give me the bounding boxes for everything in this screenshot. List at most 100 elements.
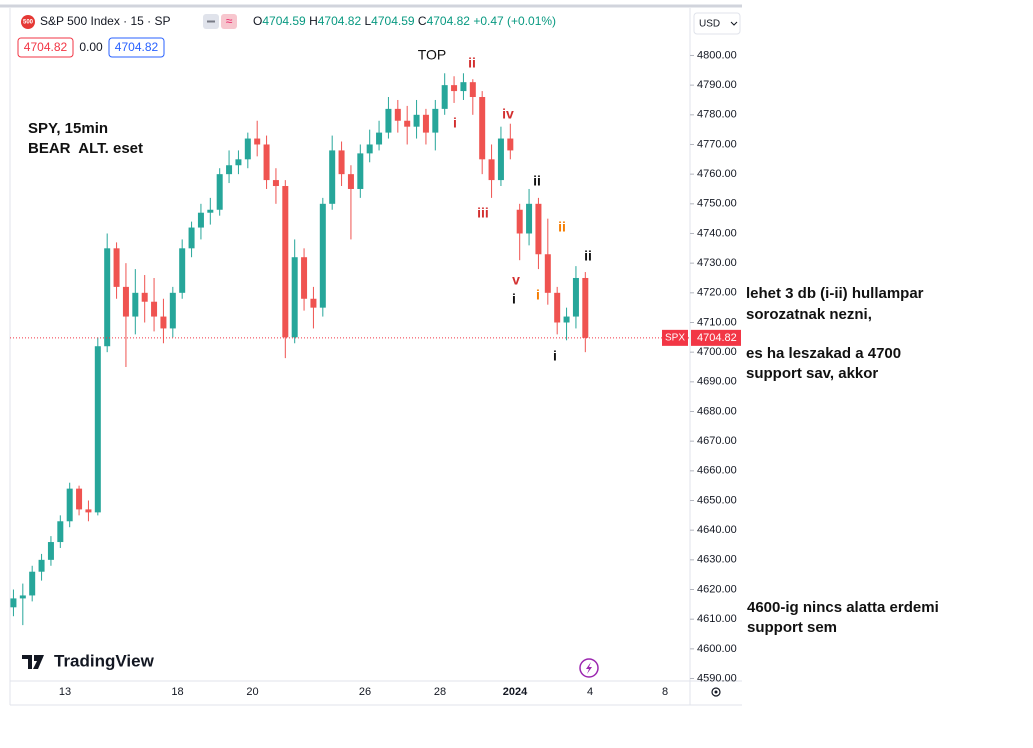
x-tick-label: 8 xyxy=(662,686,668,698)
ohlc-value: 4704.59 xyxy=(262,14,306,28)
ohlc-value: 4704.82 xyxy=(318,14,362,28)
y-tick-label: 4710.00 xyxy=(697,316,737,328)
y-tick-label: 4770.00 xyxy=(697,138,737,150)
y-tick-label: 4720.00 xyxy=(697,287,737,299)
y-tick-label: 4620.00 xyxy=(697,583,737,595)
y-tick-label: 4610.00 xyxy=(697,613,737,625)
candle-body xyxy=(66,488,73,522)
y-tick-label: 4650.00 xyxy=(697,494,737,506)
candle-body xyxy=(469,82,476,98)
wave-label: iv xyxy=(502,106,514,122)
candle-body xyxy=(216,174,223,210)
candle-body xyxy=(310,298,317,308)
candle-body xyxy=(582,277,589,338)
y-tick-label: 4640.00 xyxy=(697,524,737,536)
note: sorozatnak nezni, xyxy=(746,306,872,323)
currency-select[interactable] xyxy=(693,12,741,35)
ask-box[interactable] xyxy=(108,37,165,58)
note: lehet 3 db (i-ii) hullampar xyxy=(746,285,924,302)
wave-label: ii xyxy=(468,55,476,71)
candle-body xyxy=(94,346,101,513)
ohlc-value: 4704.59 xyxy=(371,14,415,28)
candle-body xyxy=(263,144,270,181)
candle-body xyxy=(38,559,45,572)
settings-button[interactable] xyxy=(711,687,721,697)
y-tick-label: 4700.00 xyxy=(697,346,737,358)
candle-body xyxy=(291,257,298,338)
y-tick-label: 4680.00 xyxy=(697,405,737,417)
candle-body xyxy=(160,316,167,329)
wave-label: i xyxy=(536,287,540,303)
candle-body xyxy=(113,248,120,287)
y-tick-label: 4630.00 xyxy=(697,554,737,566)
candle-body xyxy=(460,82,467,92)
wave-label: i xyxy=(553,348,557,364)
candle-body xyxy=(554,292,561,323)
candle-body xyxy=(441,85,448,109)
annotation-heading: SPY, 15min xyxy=(28,120,108,137)
x-tick-label: 18 xyxy=(171,686,183,698)
branding[interactable]: TradingView xyxy=(54,651,155,670)
price-tag xyxy=(662,329,688,346)
note: support sem xyxy=(747,619,837,636)
price-tag-label: SPX xyxy=(665,332,685,343)
candle-body xyxy=(497,138,504,181)
symbol-title[interactable]: S&P 500 Index · 15 · SP xyxy=(40,14,171,28)
y-tick-label: 4730.00 xyxy=(697,257,737,269)
annotation-heading: BEAR ALT. eset xyxy=(28,140,143,157)
y-tick-label: 4590.00 xyxy=(697,672,737,684)
y-tick-label: 4670.00 xyxy=(697,435,737,447)
candle-body xyxy=(394,108,401,121)
wave-label: iii xyxy=(477,205,489,221)
candle-body xyxy=(572,277,579,317)
candle-body xyxy=(432,108,439,133)
candle-body xyxy=(357,153,364,189)
note: es ha leszakad a 4700 xyxy=(746,345,901,362)
candle-body xyxy=(57,521,64,543)
wave-label: i xyxy=(512,291,516,307)
candle-body xyxy=(104,248,111,347)
y-tick-label: 4690.00 xyxy=(697,376,737,388)
candle-body xyxy=(85,509,92,513)
symbol-icon xyxy=(21,15,35,29)
change: +0.47 (+0.01%) xyxy=(473,14,556,28)
logo-icon xyxy=(22,655,44,669)
y-tick-label: 4740.00 xyxy=(697,227,737,239)
candle-body xyxy=(188,227,195,249)
toggle-button[interactable] xyxy=(221,14,237,29)
ohlc-key: O xyxy=(253,14,262,28)
settings-icon xyxy=(714,690,718,694)
candle-body xyxy=(329,150,336,204)
wave-label: TOP xyxy=(418,47,447,63)
candle-body xyxy=(385,108,392,133)
toggle-icon: ≈ xyxy=(226,14,233,28)
candle-body xyxy=(535,203,542,255)
candle-body xyxy=(235,159,242,166)
candle-body xyxy=(207,209,214,213)
ohlc-key: C xyxy=(418,14,427,28)
candle-body xyxy=(451,85,458,92)
ohlc-key: H xyxy=(309,14,318,28)
y-tick-label: 4780.00 xyxy=(697,109,737,121)
candle-body xyxy=(413,114,420,127)
spread: 0.00 xyxy=(79,40,103,54)
candle-body xyxy=(10,598,17,608)
candle-body xyxy=(479,97,486,160)
candle-body xyxy=(141,292,148,302)
x-tick-label: 26 xyxy=(359,686,371,698)
candle-body xyxy=(151,301,158,317)
note: 4600-ig nincs alatta erdemi xyxy=(747,599,939,616)
bid-box[interactable] xyxy=(17,37,74,58)
candle-body xyxy=(319,203,326,308)
candle-body xyxy=(29,571,36,596)
symbol-icon-text: 500 xyxy=(23,20,34,26)
candle-body xyxy=(507,138,514,151)
x-tick-label: 13 xyxy=(59,686,71,698)
price-tag xyxy=(691,329,741,346)
candle-body xyxy=(179,248,186,293)
candle-body xyxy=(244,138,251,160)
x-tick-label: 4 xyxy=(587,686,593,698)
y-tick-label: 4660.00 xyxy=(697,465,737,477)
y-tick-label: 4750.00 xyxy=(697,198,737,210)
candle-body xyxy=(169,292,176,329)
